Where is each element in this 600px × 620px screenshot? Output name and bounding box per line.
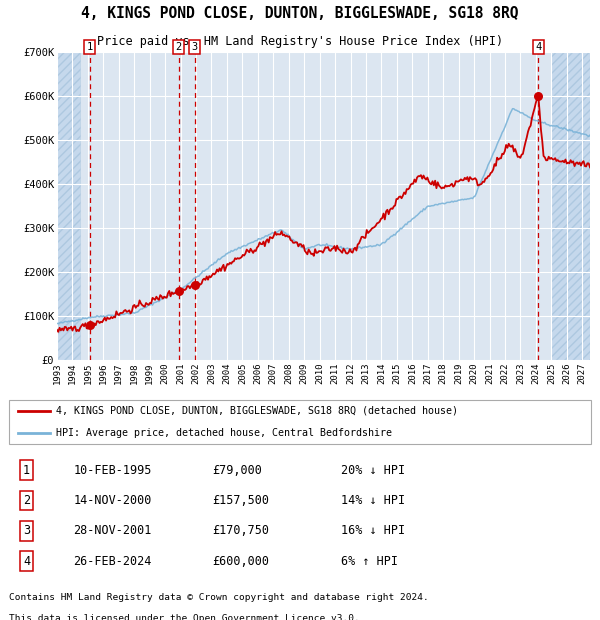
Text: £170,750: £170,750: [212, 525, 269, 538]
Text: 3: 3: [23, 525, 30, 538]
Text: 6% ↑ HPI: 6% ↑ HPI: [341, 555, 398, 568]
Text: 3: 3: [191, 42, 198, 52]
Text: 28-NOV-2001: 28-NOV-2001: [74, 525, 152, 538]
Text: 20% ↓ HPI: 20% ↓ HPI: [341, 464, 405, 477]
Text: 4: 4: [535, 42, 541, 52]
Text: 10-FEB-1995: 10-FEB-1995: [74, 464, 152, 477]
Text: 4: 4: [23, 555, 30, 568]
Text: 2: 2: [175, 42, 182, 52]
Text: £79,000: £79,000: [212, 464, 262, 477]
Bar: [57, 52, 80, 360]
Text: 4, KINGS POND CLOSE, DUNTON, BIGGLESWADE, SG18 8RQ: 4, KINGS POND CLOSE, DUNTON, BIGGLESWADE…: [81, 6, 519, 20]
Text: HPI: Average price, detached house, Central Bedfordshire: HPI: Average price, detached house, Cent…: [56, 428, 392, 438]
Bar: [551, 52, 590, 360]
Bar: [551, 52, 590, 360]
Text: 16% ↓ HPI: 16% ↓ HPI: [341, 525, 405, 538]
Text: 1: 1: [86, 42, 93, 52]
Text: This data is licensed under the Open Government Licence v3.0.: This data is licensed under the Open Gov…: [9, 614, 359, 620]
Text: Contains HM Land Registry data © Crown copyright and database right 2024.: Contains HM Land Registry data © Crown c…: [9, 593, 428, 602]
Text: £157,500: £157,500: [212, 494, 269, 507]
Text: 4, KINGS POND CLOSE, DUNTON, BIGGLESWADE, SG18 8RQ (detached house): 4, KINGS POND CLOSE, DUNTON, BIGGLESWADE…: [56, 406, 458, 416]
Text: 2: 2: [23, 494, 30, 507]
FancyBboxPatch shape: [9, 401, 591, 443]
Text: 14-NOV-2000: 14-NOV-2000: [74, 494, 152, 507]
Text: 1: 1: [23, 464, 30, 477]
Text: £600,000: £600,000: [212, 555, 269, 568]
Text: 26-FEB-2024: 26-FEB-2024: [74, 555, 152, 568]
Text: 14% ↓ HPI: 14% ↓ HPI: [341, 494, 405, 507]
Bar: [57, 52, 80, 360]
Text: Price paid vs. HM Land Registry's House Price Index (HPI): Price paid vs. HM Land Registry's House …: [97, 35, 503, 48]
